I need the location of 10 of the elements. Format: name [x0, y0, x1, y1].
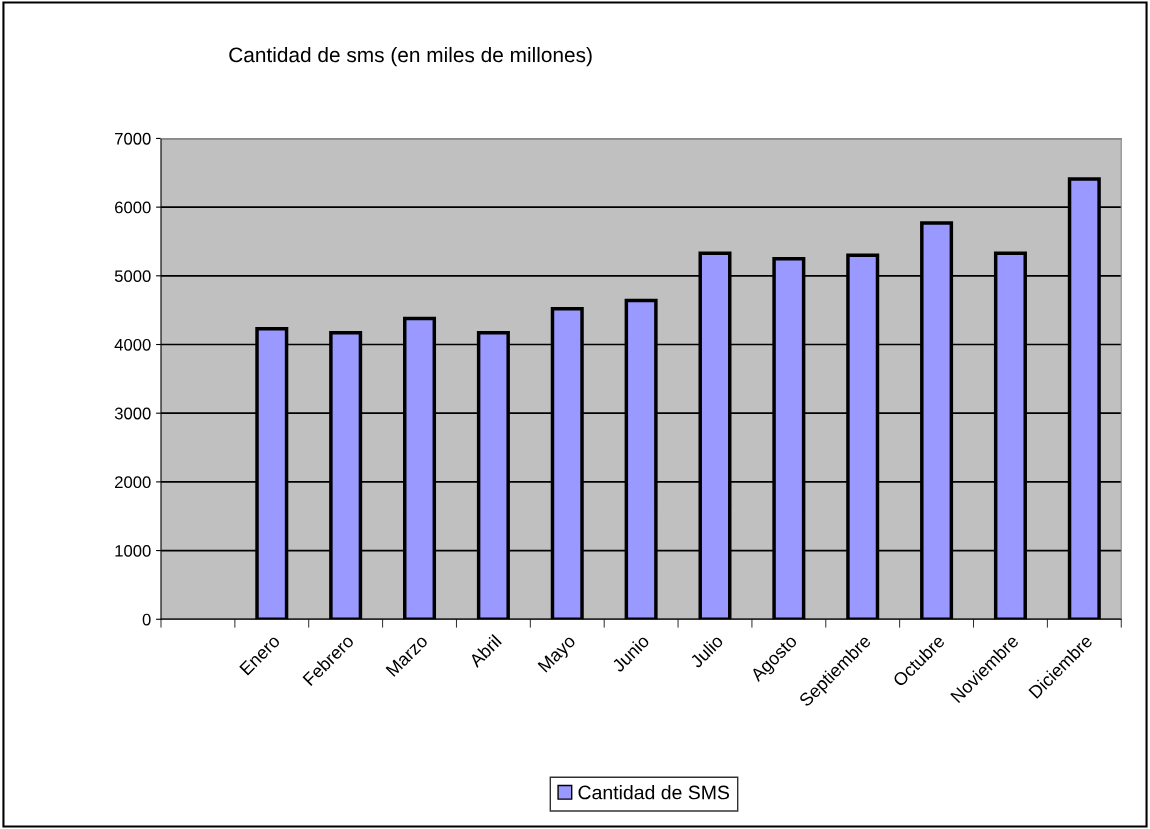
y-tick-label: 0: [142, 613, 151, 626]
legend-label: Cantidad de SMS: [578, 785, 730, 800]
y-tick-label: 2000: [115, 476, 151, 489]
y-tick-label: 4000: [114, 338, 151, 351]
y-tick-label: 3000: [114, 407, 151, 420]
y-tick-label: 5000: [114, 270, 151, 283]
chart-title: Cantidad de sms (en miles de millones): [229, 46, 592, 67]
y-tick-label: 6000: [115, 201, 151, 214]
y-tick-label: 7000: [115, 132, 151, 145]
y-tick-label: 1000: [115, 544, 151, 557]
